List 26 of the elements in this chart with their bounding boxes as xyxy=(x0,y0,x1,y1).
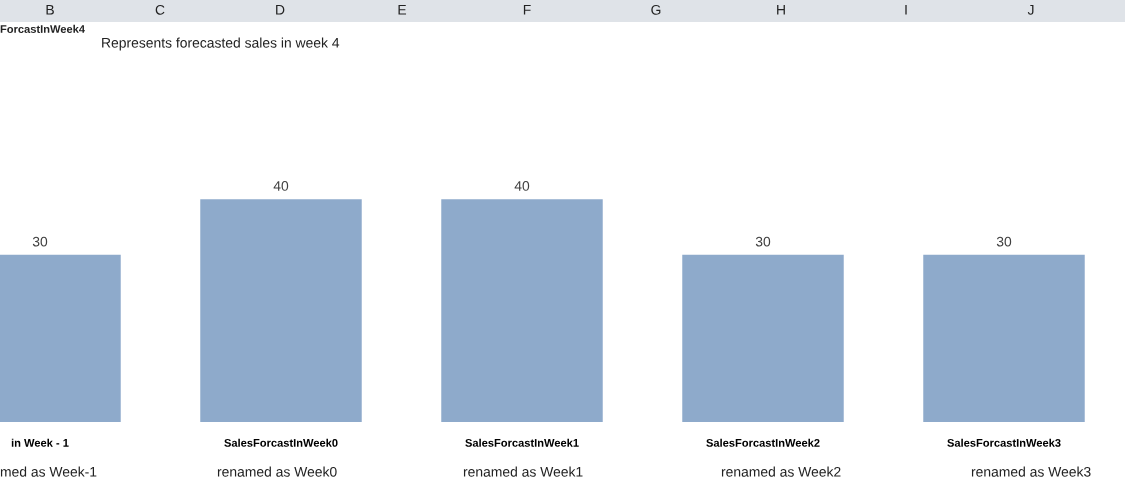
text: F xyxy=(523,5,531,15)
x-tick-label: SalesForcastInWeek1 xyxy=(465,438,579,447)
text: Represents forecasted sales in week 4 xyxy=(102,37,340,51)
x-tick-label: in Week - 1 xyxy=(11,438,69,447)
text: med as Week-1 xyxy=(0,466,97,477)
data-label: 30 xyxy=(996,236,1012,247)
text: E xyxy=(398,5,407,15)
data-label: 30 xyxy=(32,236,48,247)
x-tick-label: SalesForcastInWeek3 xyxy=(947,438,1061,447)
text: renamed as Week3 xyxy=(971,466,1091,477)
text: renamed as Week2 xyxy=(721,466,841,477)
text: renamed as Week1 xyxy=(463,466,583,477)
text: H xyxy=(777,5,785,15)
text: renamed as Week0 xyxy=(217,466,337,477)
data-label: 40 xyxy=(514,181,530,191)
x-tick-label: SalesForcastInWeek0 xyxy=(224,438,338,447)
text: C xyxy=(155,4,165,15)
text: G xyxy=(651,4,661,15)
text: ForcastInWeek4 xyxy=(0,24,85,33)
x-tick-label: SalesForcastInWeek2 xyxy=(706,438,820,447)
data-label: 30 xyxy=(755,236,771,247)
text: B xyxy=(46,5,54,15)
text: J xyxy=(1027,5,1034,15)
text: D xyxy=(276,5,285,15)
data-label: 40 xyxy=(273,181,289,191)
text: I xyxy=(905,5,907,15)
